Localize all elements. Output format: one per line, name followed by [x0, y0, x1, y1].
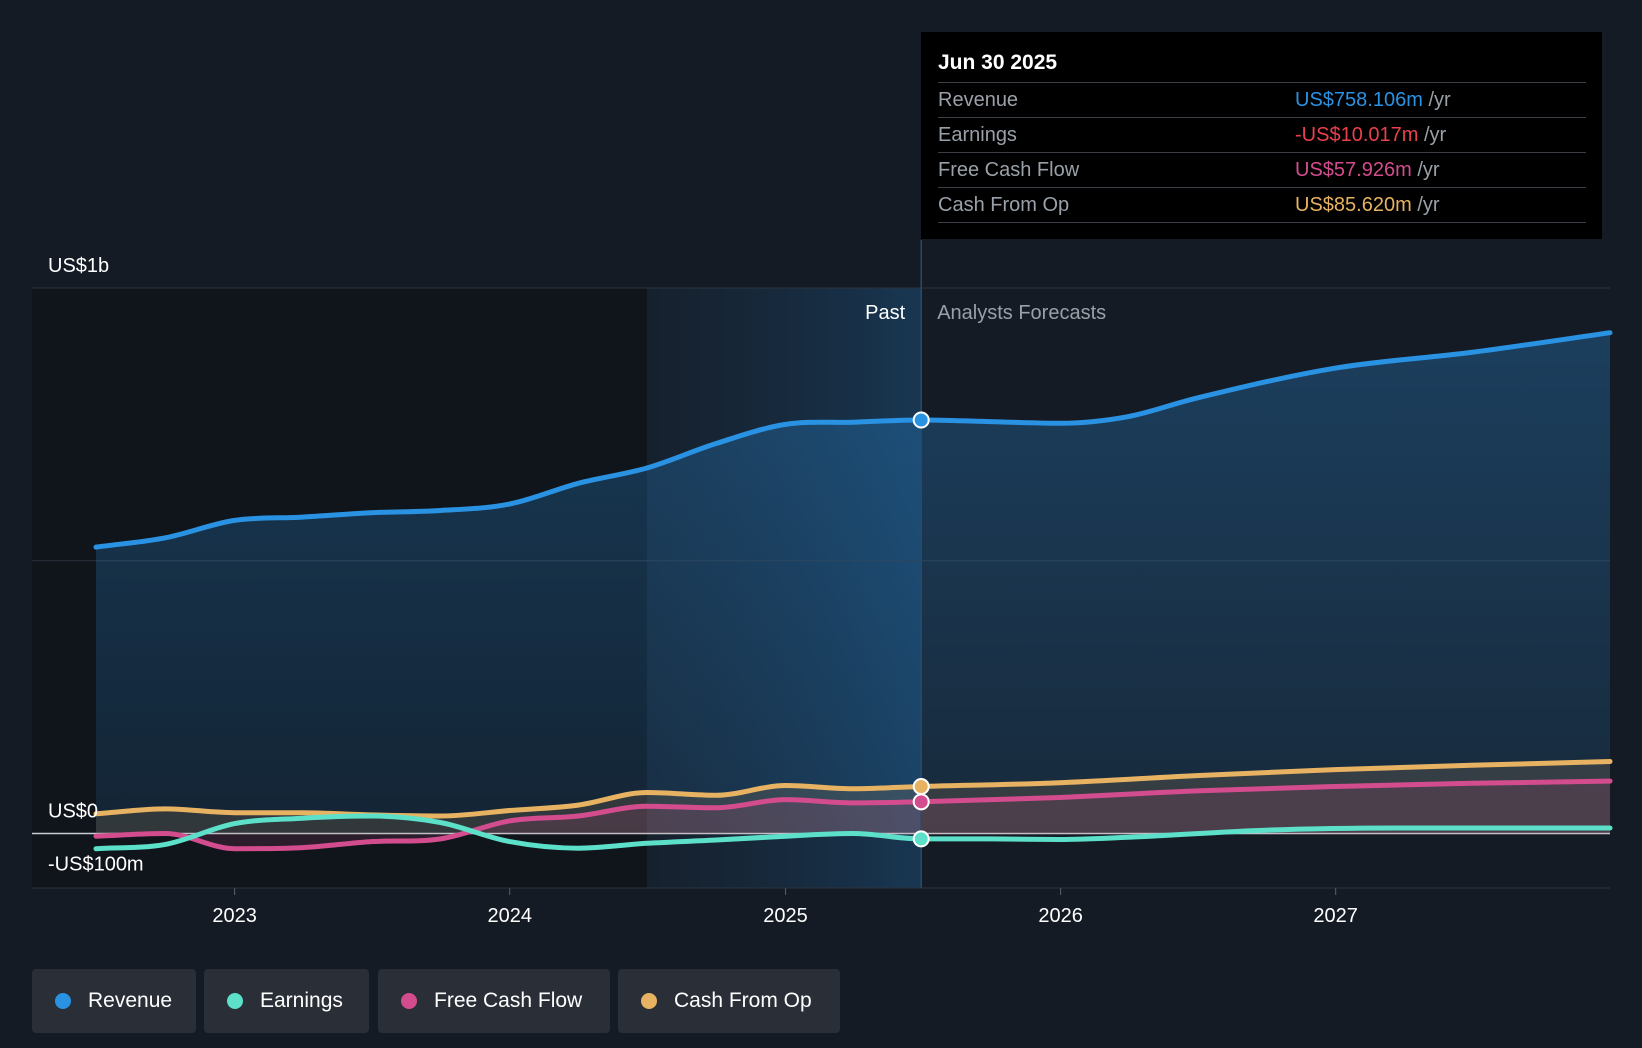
x-tick-label: 2023	[212, 905, 257, 927]
tooltip-row-free-cash-flow: Free Cash Flow US$57.926m /yr	[938, 152, 1586, 187]
tooltip-markers	[912, 411, 930, 848]
legend-item-revenue[interactable]: Revenue	[32, 969, 196, 1033]
x-axis-labels: 2023 2024 2025 2026 2027	[212, 888, 1358, 927]
series-lines	[93, 330, 1613, 852]
y-axis-labels: US$1b US$0 -US$100m	[48, 255, 144, 875]
legend-label: Free Cash Flow	[434, 989, 583, 1012]
free-cash-flow-line	[93, 778, 1613, 852]
y-tick-label: -US$100m	[48, 853, 144, 875]
x-tick-label: 2024	[487, 905, 532, 927]
tooltip-unit: /yr	[1423, 124, 1447, 146]
earnings-marker	[912, 830, 930, 848]
tooltip-row-revenue: Revenue US$758.106m /yr	[938, 82, 1586, 117]
tooltip-unit: /yr	[1417, 194, 1440, 216]
analysts-forecasts-label: Analysts Forecasts	[937, 302, 1106, 324]
revenue-area	[96, 332, 1610, 834]
tooltip-value-text: US$57.926m	[1295, 159, 1412, 181]
y-tick-label: US$1b	[48, 255, 109, 277]
tooltip-value: US$758.106m /yr	[1295, 83, 1451, 117]
tooltip-label: Cash From Op	[938, 194, 1070, 216]
legend-item-cash-from-op[interactable]: Cash From Op	[618, 969, 840, 1033]
legend-label: Revenue	[88, 989, 173, 1012]
tooltip-value-text: US$85.620m	[1295, 194, 1412, 216]
tooltip-value: US$85.620m /yr	[1295, 188, 1440, 222]
legend-item-earnings[interactable]: Earnings	[204, 969, 369, 1033]
revenue-marker	[912, 411, 930, 429]
tooltip-row-earnings: Earnings -US$10.017m /yr	[938, 117, 1586, 152]
free-cash-flow-marker	[912, 793, 930, 811]
tooltip-date: Jun 30 2025	[938, 51, 1058, 74]
earnings-line	[93, 813, 1613, 852]
x-tick-label: 2027	[1313, 905, 1358, 927]
tooltip-value-text: -US$10.017m	[1295, 124, 1419, 146]
legend-dot-icon	[641, 993, 657, 1009]
x-tick-label: 2025	[763, 905, 808, 927]
tooltip-label: Revenue	[938, 89, 1019, 111]
tooltip-value: -US$10.017m /yr	[1295, 118, 1446, 152]
tooltip-label: Free Cash Flow	[938, 159, 1080, 181]
legend-dot-icon	[401, 993, 417, 1009]
tooltip-unit: /yr	[1428, 89, 1451, 111]
x-tick-label: 2026	[1038, 905, 1083, 927]
tooltip-value: US$57.926m /yr	[1295, 153, 1440, 187]
tooltip-value-text: US$758.106m	[1295, 89, 1423, 111]
y-tick-label: US$0	[48, 800, 98, 822]
legend-dot-icon	[227, 993, 243, 1009]
legend-dot-icon	[55, 993, 71, 1009]
cash-from-op-marker	[912, 778, 930, 796]
legend-label: Earnings	[260, 989, 343, 1012]
tooltip-unit: /yr	[1417, 159, 1440, 181]
cash-from-op-line	[93, 759, 1613, 819]
tooltip-row-cash-from-op: Cash From Op US$85.620m /yr	[938, 187, 1586, 223]
legend-item-free-cash-flow[interactable]: Free Cash Flow	[378, 969, 610, 1033]
tooltip-panel: Jun 30 2025 Revenue US$758.106m /yr Earn…	[921, 32, 1602, 239]
legend-label: Cash From Op	[674, 989, 812, 1012]
tooltip-label: Earnings	[938, 124, 1017, 146]
revenue-line	[93, 330, 1613, 550]
past-label: Past	[865, 302, 905, 324]
